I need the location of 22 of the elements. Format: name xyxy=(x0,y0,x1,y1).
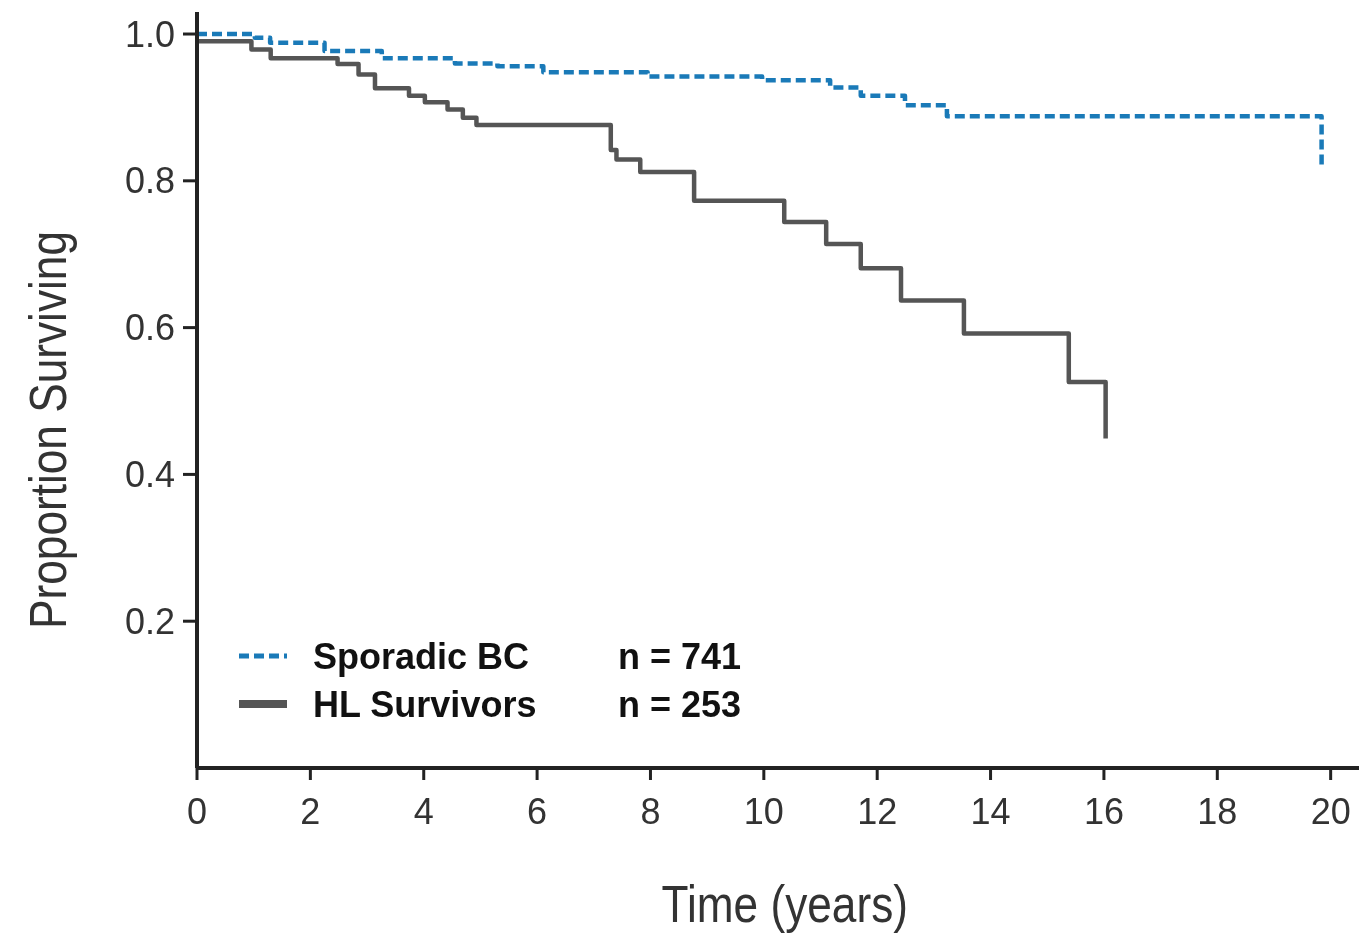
x-tick-label: 12 xyxy=(857,791,898,832)
x-tick-label: 10 xyxy=(743,791,784,832)
annotation: n = 253 xyxy=(617,683,741,725)
x-tick-label: 0 xyxy=(186,791,208,832)
x-tick-label: 2 xyxy=(300,791,321,832)
legend-label: HL Survivors xyxy=(313,683,537,725)
y-tick-label: 0.6 xyxy=(124,307,175,349)
x-tick-label: 14 xyxy=(970,791,1011,832)
annotation: n = 741 xyxy=(617,635,741,677)
x-tick-label: 18 xyxy=(1197,791,1238,832)
y-tick-label: 0.4 xyxy=(124,454,175,496)
x-tick-label: 8 xyxy=(640,791,661,832)
y-tick-label: 1.0 xyxy=(124,13,175,55)
x-tick-label: 6 xyxy=(527,791,548,832)
legend-label: Sporadic BC xyxy=(313,635,530,677)
y-tick-label: 0.2 xyxy=(124,600,175,642)
y-tick-label: 0.8 xyxy=(124,160,175,202)
x-tick-label: 4 xyxy=(413,791,434,832)
x-tick-label: 20 xyxy=(1310,791,1351,832)
y-axis-title: Proportion Surviving xyxy=(18,231,77,629)
x-axis-title: Time (years) xyxy=(661,874,908,933)
x-tick-label: 16 xyxy=(1083,791,1124,832)
